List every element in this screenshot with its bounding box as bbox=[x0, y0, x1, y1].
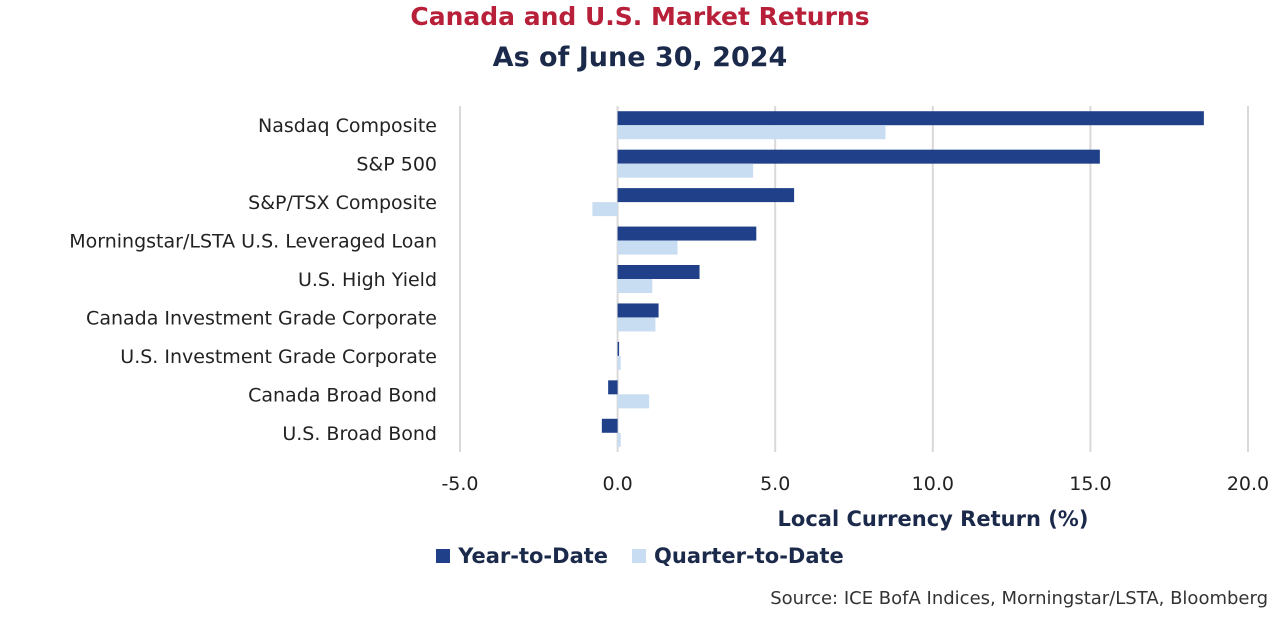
x-tick-label-4: 15.0 bbox=[1069, 473, 1111, 495]
bar-ytd-7 bbox=[608, 380, 618, 395]
chart-subtitle: As of June 30, 2024 bbox=[492, 42, 788, 73]
category-label-8: U.S. Broad Bond bbox=[282, 423, 437, 445]
bar-qtd-7 bbox=[617, 394, 650, 409]
category-label-5: Canada Investment Grade Corporate bbox=[86, 307, 437, 329]
bar-qtd-0 bbox=[617, 125, 886, 140]
source-note: Source: ICE BofA Indices, Morningstar/LS… bbox=[770, 588, 1268, 609]
bar-ytd-1 bbox=[617, 149, 1100, 164]
bar-ytd-8 bbox=[601, 418, 618, 433]
legend-item-ytd: Year-to-Date bbox=[436, 544, 608, 568]
bar-ytd-0 bbox=[617, 111, 1204, 126]
bar-qtd-4 bbox=[617, 279, 653, 293]
category-label-2: S&P/TSX Composite bbox=[248, 192, 437, 214]
category-label-4: U.S. High Yield bbox=[298, 269, 437, 291]
bar-qtd-1 bbox=[617, 163, 754, 178]
category-label-0: Nasdaq Composite bbox=[258, 115, 437, 137]
legend: Year-to-Date Quarter-to-Date bbox=[0, 544, 1280, 568]
bar-qtd-2 bbox=[592, 202, 618, 217]
category-label-6: U.S. Investment Grade Corporate bbox=[120, 346, 437, 368]
x-tick-label-1: 0.0 bbox=[602, 473, 632, 495]
bar-qtd-6 bbox=[617, 355, 621, 370]
bar-ytd-6 bbox=[617, 341, 620, 356]
bar-qtd-3 bbox=[617, 240, 678, 255]
x-tick-label-0: -5.0 bbox=[441, 473, 478, 495]
bar-ytd-5 bbox=[617, 303, 659, 318]
bar-ytd-3 bbox=[617, 226, 757, 241]
legend-item-qtd: Quarter-to-Date bbox=[632, 544, 844, 568]
category-label-3: Morningstar/LSTA U.S. Leveraged Loan bbox=[69, 231, 437, 253]
x-tick-label-3: 10.0 bbox=[912, 473, 954, 495]
x-tick-label-2: 5.0 bbox=[760, 473, 790, 495]
bar-qtd-8 bbox=[617, 432, 621, 447]
legend-label-ytd: Year-to-Date bbox=[458, 544, 609, 568]
legend-label-qtd: Quarter-to-Date bbox=[654, 544, 844, 568]
legend-swatch-ytd bbox=[436, 549, 451, 563]
category-label-7: Canada Broad Bond bbox=[248, 384, 437, 406]
chart-title: Canada and U.S. Market Returns bbox=[410, 2, 870, 31]
category-label-1: S&P 500 bbox=[356, 154, 437, 176]
legend-swatch-qtd bbox=[632, 549, 647, 563]
bar-ytd-4 bbox=[617, 265, 700, 279]
x-axis-title: Local Currency Return (%) bbox=[777, 507, 1089, 531]
bar-qtd-5 bbox=[617, 317, 656, 332]
x-tick-label-5: 20.0 bbox=[1227, 473, 1269, 495]
bar-ytd-2 bbox=[617, 188, 795, 203]
